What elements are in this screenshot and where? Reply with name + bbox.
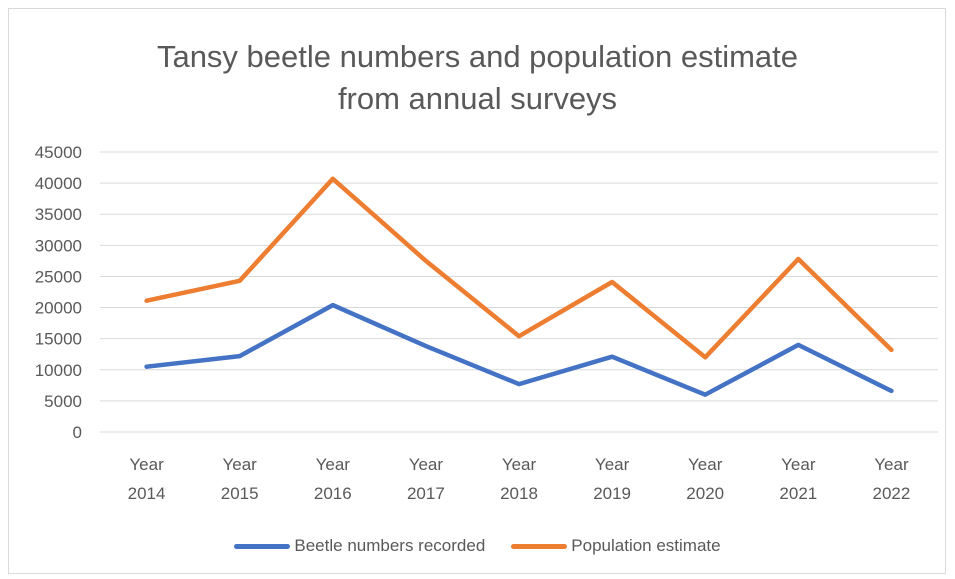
x-tick-label: 2014 xyxy=(128,484,166,503)
x-tick-label: Year xyxy=(409,455,444,474)
series-lines xyxy=(144,176,894,397)
gridlines xyxy=(100,151,938,433)
x-tick-label: Year xyxy=(595,455,630,474)
x-tick-label: Year xyxy=(874,455,909,474)
x-tick-label: 2020 xyxy=(686,484,724,503)
legend-label: Beetle numbers recorded xyxy=(294,536,486,555)
series-line-0 xyxy=(144,302,894,397)
y-tick-label: 30000 xyxy=(35,236,82,255)
y-tick-label: 35000 xyxy=(35,205,82,224)
x-tick-label: Year xyxy=(316,455,351,474)
chart-title: Tansy beetle numbers and population esti… xyxy=(0,36,955,120)
y-tick-label: 5000 xyxy=(44,392,82,411)
y-tick-label: 15000 xyxy=(35,330,82,349)
y-tick-label: 0 xyxy=(73,423,82,442)
series-line-1 xyxy=(144,176,894,360)
legend-item-population-estimate: Population estimate xyxy=(511,536,721,556)
legend-swatch-orange xyxy=(511,543,568,549)
x-tick-label: 2017 xyxy=(407,484,445,503)
legend-swatch-blue xyxy=(234,543,291,549)
x-tick-label: Year xyxy=(502,455,537,474)
x-tick-label: 2019 xyxy=(593,484,631,503)
x-tick-label: Year xyxy=(781,455,816,474)
x-tick-label: Year xyxy=(222,455,257,474)
y-axis-tick-labels: 0 5000 10000 15000 20000 25000 30000 35000 40000… xyxy=(35,143,82,442)
x-tick-label: 2016 xyxy=(314,484,352,503)
legend-label: Population estimate xyxy=(571,536,721,555)
x-tick-label: 2021 xyxy=(779,484,817,503)
x-tick-label: 2022 xyxy=(873,484,911,503)
y-tick-label: 25000 xyxy=(35,267,82,286)
chart-area xyxy=(8,8,946,574)
x-tick-label: 2018 xyxy=(500,484,538,503)
x-axis-tick-labels: Year 2014 Year 2015 Year 2016 Year 2017 Year 2018… xyxy=(128,455,911,503)
x-tick-label: 2015 xyxy=(221,484,259,503)
x-tick-label: Year xyxy=(129,455,164,474)
y-tick-label: 10000 xyxy=(35,361,82,380)
legend-item-beetle-numbers: Beetle numbers recorded xyxy=(234,536,485,556)
legend: Beetle numbers recorded Population estim… xyxy=(0,532,955,560)
y-tick-label: 20000 xyxy=(35,299,82,318)
y-tick-label: 40000 xyxy=(35,174,82,193)
y-tick-label: 45000 xyxy=(35,143,82,162)
chart-title-line-2: from annual surveys xyxy=(337,81,618,116)
chart-title-line-1: Tansy beetle numbers and population esti… xyxy=(156,39,799,74)
x-tick-label: Year xyxy=(688,455,723,474)
